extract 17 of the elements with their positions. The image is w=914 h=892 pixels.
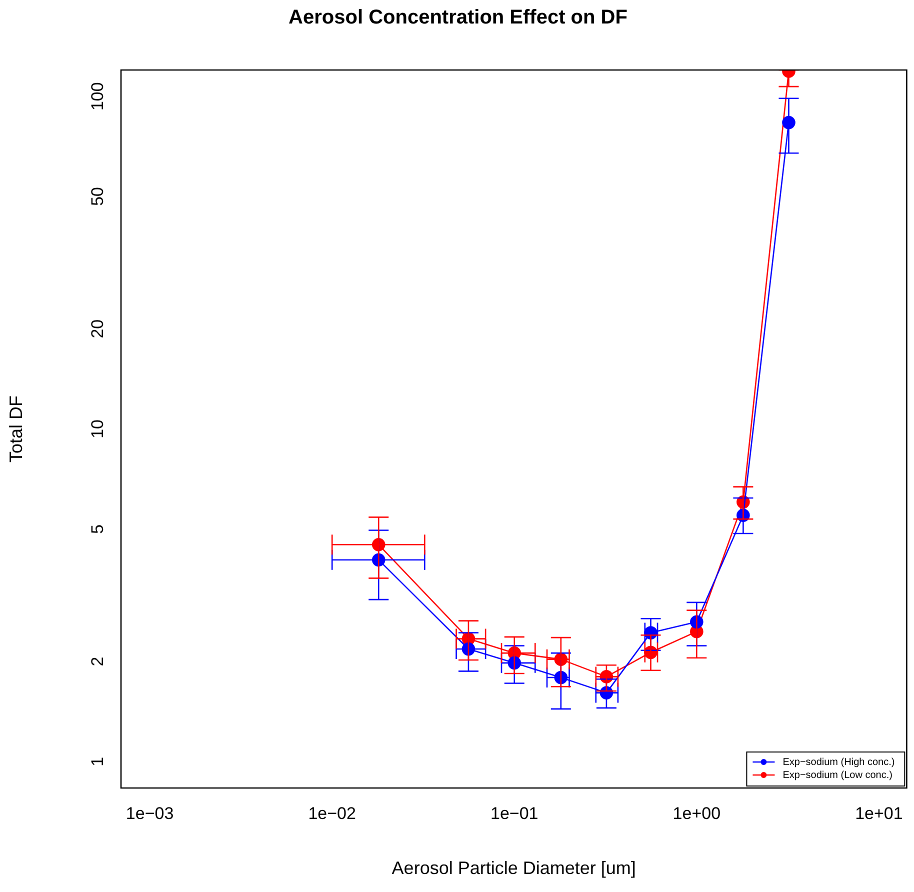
y-axis-title: Total DF: [6, 395, 26, 463]
y-tick-label: 5: [88, 524, 108, 534]
legend-label: Exp−sodium (Low conc.): [782, 770, 892, 781]
y-tick-label: 10: [88, 420, 108, 438]
y-tick-label: 20: [88, 319, 108, 338]
y-tick-label: 1: [88, 756, 108, 766]
x-tick-label: 1e−02: [308, 804, 356, 823]
chart-title: Aerosol Concentration Effect on DF: [288, 6, 628, 29]
y-tick-label: 50: [88, 187, 108, 206]
x-tick-label: 1e−03: [126, 804, 174, 823]
x-tick-label: 1e+00: [672, 804, 721, 823]
y-tick-label: 100: [88, 82, 108, 111]
x-tick-label: 1e−01: [490, 804, 538, 823]
x-axis-title: Aerosol Particle Diameter [um]: [392, 858, 636, 878]
x-tick-label: 1e+01: [855, 804, 903, 823]
legend-label: Exp−sodium (High conc.): [782, 756, 895, 768]
y-tick-label: 2: [88, 656, 108, 666]
